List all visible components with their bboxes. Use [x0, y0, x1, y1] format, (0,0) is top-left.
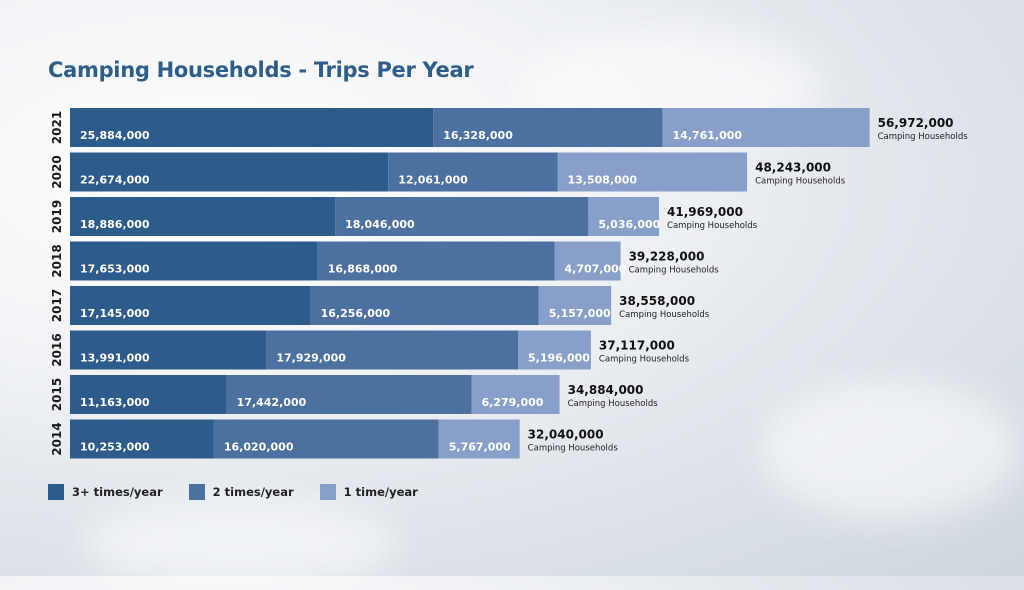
- year-label: 2019: [50, 200, 64, 233]
- bar-value-label: 25,884,000: [80, 129, 150, 142]
- legend-item-3plus: 3+ times/year: [48, 484, 163, 500]
- bar-value-label: 5,157,000: [549, 307, 611, 320]
- total-value-label: 38,558,000: [619, 294, 695, 308]
- legend: 3+ times/year 2 times/year 1 time/year: [48, 484, 418, 500]
- bar-value-label: 5,196,000: [528, 352, 590, 365]
- legend-label-1: 1 time/year: [343, 485, 418, 499]
- bar-segment: [70, 152, 389, 192]
- total-caption-label: Camping Households: [629, 266, 720, 276]
- bar-segment: [662, 108, 870, 147]
- bar-value-label: 11,163,000: [80, 396, 150, 409]
- bar-segment: [70, 241, 318, 281]
- total-caption-label: Camping Households: [528, 444, 619, 454]
- bar-segment: [213, 419, 439, 459]
- bar-segment: [471, 375, 560, 414]
- year-label: 2017: [50, 289, 64, 322]
- bar-segment: [335, 197, 589, 236]
- bar-value-label: 17,653,000: [80, 263, 150, 276]
- legend-swatch-3plus: [48, 484, 64, 500]
- total-value-label: 41,969,000: [667, 205, 743, 219]
- bar-segment: [70, 197, 336, 236]
- year-label: 2014: [50, 422, 64, 455]
- total-caption-label: Camping Households: [619, 310, 710, 320]
- bar-value-label: 4,707,000: [565, 263, 627, 276]
- bar-value-label: 12,061,000: [398, 174, 468, 187]
- legend-item-2: 2 times/year: [188, 484, 294, 500]
- bar-value-label: 13,508,000: [568, 174, 638, 187]
- bar-value-label: 16,868,000: [328, 263, 398, 276]
- bar-value-label: 5,036,000: [598, 218, 660, 231]
- stacked-bar-chart: 2021 25,884,000 16,328,000 14,761,000 56,972…: [50, 108, 969, 459]
- total-caption-label: Camping Households: [568, 399, 659, 409]
- chart-title: Camping Households - Trips Per Year: [48, 58, 474, 82]
- bar-segment: [70, 375, 227, 414]
- cloud-decoration: [760, 380, 1020, 520]
- total-caption-label: Camping Households: [755, 177, 846, 187]
- bar-segment: [388, 152, 558, 192]
- bar-segment: [554, 241, 621, 281]
- bar-value-label: 17,145,000: [80, 307, 150, 320]
- cloud-decoration: [80, 500, 400, 590]
- legend-label-3plus: 3+ times/year: [72, 485, 163, 499]
- bar-segment: [226, 375, 472, 414]
- bar-segment: [317, 241, 555, 281]
- bar-value-label: 6,279,000: [481, 396, 543, 409]
- total-caption-label: Camping Households: [599, 355, 690, 365]
- bar-value-label: 18,886,000: [80, 218, 150, 231]
- year-label: 2018: [50, 244, 64, 277]
- bar-value-label: 17,929,000: [276, 352, 346, 365]
- bar-value-label: 18,046,000: [345, 218, 415, 231]
- total-value-label: 48,243,000: [755, 161, 831, 175]
- bar-segment: [70, 108, 434, 147]
- total-value-label: 56,972,000: [878, 116, 954, 130]
- total-value-label: 34,884,000: [568, 383, 644, 397]
- year-label: 2020: [50, 155, 64, 188]
- bar-segment: [310, 286, 539, 325]
- bar-value-label: 16,256,000: [321, 307, 391, 320]
- bar-value-label: 13,991,000: [80, 352, 150, 365]
- legend-swatch-1: [319, 484, 336, 500]
- year-label: 2015: [50, 378, 64, 411]
- bar-value-label: 5,767,000: [449, 441, 511, 454]
- bar-segment: [438, 419, 520, 459]
- bar-value-label: 16,020,000: [224, 441, 294, 454]
- legend-label-2: 2 times/year: [212, 485, 294, 499]
- legend-item-1: 1 time/year: [319, 484, 418, 500]
- bar-value-label: 17,442,000: [237, 396, 307, 409]
- bar-segment: [433, 108, 663, 147]
- bar-segment: [70, 419, 214, 459]
- bar-segment: [588, 197, 660, 236]
- bar-value-label: 22,674,000: [80, 174, 150, 187]
- total-value-label: 32,040,000: [528, 428, 604, 442]
- bar-segment: [266, 330, 518, 370]
- total-value-label: 39,228,000: [629, 250, 705, 264]
- bar-value-label: 16,328,000: [443, 129, 513, 142]
- year-label: 2021: [50, 111, 64, 144]
- bar-value-label: 10,253,000: [80, 441, 150, 454]
- bar-segment: [557, 152, 748, 192]
- bar-value-label: 14,761,000: [672, 129, 742, 142]
- bar-segment: [70, 286, 311, 325]
- bar-segment: [538, 286, 612, 325]
- year-label: 2016: [50, 333, 64, 366]
- legend-swatch-2: [188, 484, 205, 500]
- total-caption-label: Camping Households: [878, 132, 969, 142]
- bar-segment: [70, 330, 267, 370]
- total-caption-label: Camping Households: [667, 221, 758, 231]
- bar-segment: [518, 330, 591, 370]
- total-value-label: 37,117,000: [599, 339, 675, 353]
